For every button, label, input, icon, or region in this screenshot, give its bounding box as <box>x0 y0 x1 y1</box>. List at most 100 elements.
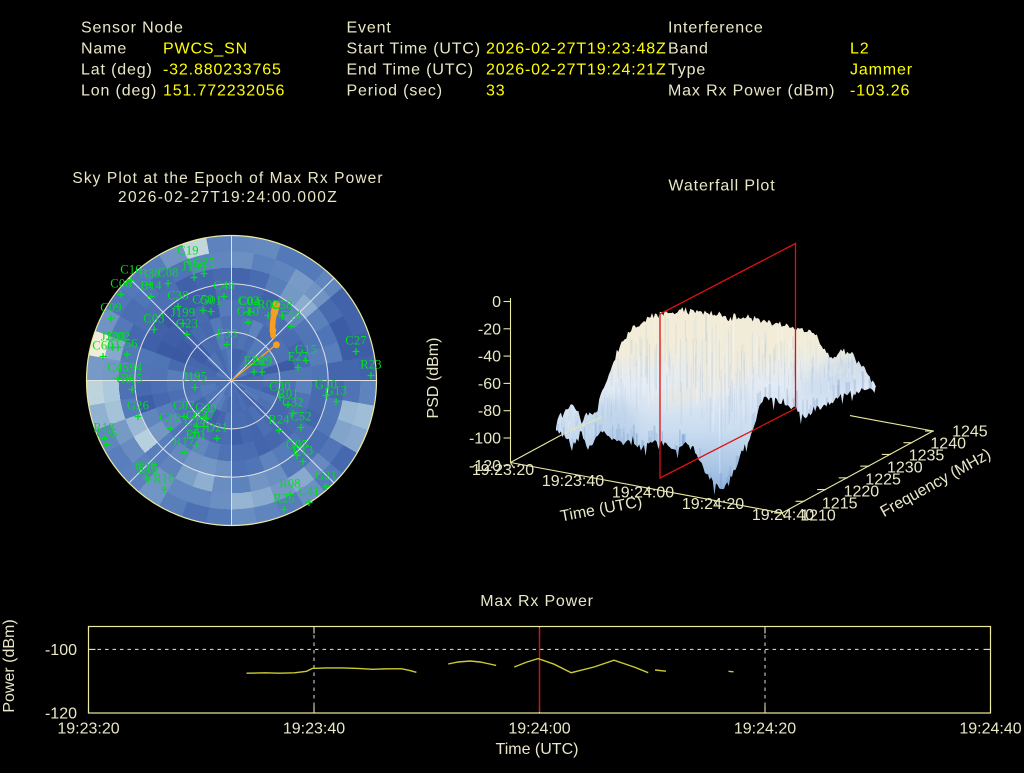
svg-text:Jammer: Jammer <box>850 62 913 79</box>
svg-text:-80: -80 <box>478 403 501 420</box>
svg-text:2026-02-27T19:24:00.000Z: 2026-02-27T19:24:00.000Z <box>118 189 338 206</box>
svg-text:E15: E15 <box>138 462 159 476</box>
svg-text:J200: J200 <box>101 330 125 344</box>
svg-text:1210: 1210 <box>800 508 836 525</box>
svg-text:151.772232056: 151.772232056 <box>163 83 285 100</box>
svg-text:Interference: Interference <box>668 20 764 37</box>
svg-text:E27: E27 <box>288 350 309 364</box>
svg-text:G05: G05 <box>286 438 308 452</box>
svg-text:R08: R08 <box>279 477 300 491</box>
svg-text:G16: G16 <box>135 460 157 474</box>
svg-text:R17: R17 <box>173 435 194 449</box>
svg-text:C07: C07 <box>173 399 194 413</box>
svg-text:1240: 1240 <box>930 436 966 453</box>
svg-text:G13: G13 <box>325 384 347 398</box>
svg-text:J594: J594 <box>118 361 143 375</box>
svg-text:C09: C09 <box>100 301 121 315</box>
svg-text:-100: -100 <box>469 431 501 448</box>
svg-text:C40: C40 <box>195 401 216 415</box>
svg-text:1235: 1235 <box>909 448 945 465</box>
svg-text:1220: 1220 <box>844 484 880 501</box>
svg-text:G10: G10 <box>315 378 337 392</box>
svg-text:Time (UTC): Time (UTC) <box>496 741 579 758</box>
svg-text:C60: C60 <box>92 339 113 353</box>
svg-text:19:24:00: 19:24:00 <box>612 485 674 502</box>
svg-text:E01: E01 <box>186 428 207 442</box>
svg-text:-103.26: -103.26 <box>850 83 910 100</box>
svg-text:1215: 1215 <box>822 496 858 513</box>
svg-text:Lat (deg): Lat (deg) <box>81 62 153 79</box>
svg-text:C50: C50 <box>192 293 213 307</box>
svg-text:C35: C35 <box>96 427 117 441</box>
svg-text:2026-02-27T19:23:48Z: 2026-02-27T19:23:48Z <box>486 41 667 58</box>
svg-text:C56: C56 <box>116 337 137 351</box>
svg-text:End Time (UTC): End Time (UTC) <box>347 62 474 79</box>
svg-text:Max Rx Power: Max Rx Power <box>480 593 594 610</box>
svg-text:G15: G15 <box>295 343 317 357</box>
svg-text:-120: -120 <box>469 458 501 475</box>
svg-text:R02: R02 <box>257 298 278 312</box>
svg-text:19:23:40: 19:23:40 <box>283 720 345 737</box>
svg-text:-60: -60 <box>478 376 501 393</box>
svg-text:19:24:20: 19:24:20 <box>734 720 796 737</box>
svg-text:J195: J195 <box>183 370 207 384</box>
svg-text:C58: C58 <box>271 298 292 312</box>
svg-text:C16: C16 <box>120 263 141 277</box>
svg-text:G26: G26 <box>127 399 149 413</box>
svg-text:E33: E33 <box>217 327 238 341</box>
svg-text:R23: R23 <box>360 358 381 372</box>
svg-text:Lon (deg): Lon (deg) <box>81 83 157 100</box>
svg-text:1230: 1230 <box>887 460 923 477</box>
svg-text:R18: R18 <box>93 421 114 435</box>
svg-text:C03: C03 <box>143 312 164 326</box>
svg-text:1225: 1225 <box>865 472 901 489</box>
svg-text:C32: C32 <box>282 396 303 410</box>
svg-text:19:24:00: 19:24:00 <box>508 720 570 737</box>
svg-text:G01: G01 <box>200 294 222 308</box>
svg-text:C48: C48 <box>213 279 234 293</box>
svg-text:C30: C30 <box>269 380 290 394</box>
svg-text:19:23:40: 19:23:40 <box>542 473 604 490</box>
svg-text:B14: B14 <box>140 279 162 293</box>
svg-text:E14: E14 <box>281 309 302 323</box>
svg-text:-100: -100 <box>45 642 77 659</box>
svg-text:C04: C04 <box>239 294 261 308</box>
svg-text:C24: C24 <box>184 415 206 429</box>
svg-text:R26: R26 <box>273 492 294 506</box>
svg-text:C45: C45 <box>107 361 128 375</box>
svg-text:C10: C10 <box>159 411 180 425</box>
svg-text:PWCS_SN: PWCS_SN <box>163 41 248 58</box>
svg-text:Waterfall Plot: Waterfall Plot <box>668 178 775 195</box>
svg-text:C02: C02 <box>238 294 259 308</box>
svg-text:Sensor Node: Sensor Node <box>81 20 184 37</box>
svg-text:G37: G37 <box>186 409 208 423</box>
svg-text:C08: C08 <box>157 266 178 280</box>
svg-text:D21: D21 <box>206 421 228 435</box>
svg-text:Power (dBm): Power (dBm) <box>1 619 18 712</box>
svg-text:R24: R24 <box>268 413 290 427</box>
svg-text:C27: C27 <box>345 334 366 348</box>
svg-text:19:24:40: 19:24:40 <box>959 720 1021 737</box>
svg-text:Event: Event <box>347 20 392 37</box>
svg-text:19:23:20: 19:23:20 <box>57 720 119 737</box>
svg-text:19:23:20: 19:23:20 <box>472 462 534 479</box>
svg-text:0: 0 <box>492 294 501 311</box>
svg-text:Period (sec): Period (sec) <box>347 83 443 100</box>
svg-text:G21: G21 <box>315 469 337 483</box>
svg-text:33: 33 <box>486 83 506 100</box>
svg-text:-40: -40 <box>478 349 501 366</box>
svg-text:Sky Plot at the Epoch of Max R: Sky Plot at the Epoch of Max Rx Power <box>72 170 383 187</box>
svg-text:PSD (dBm): PSD (dBm) <box>425 338 442 419</box>
svg-text:C19: C19 <box>177 244 198 258</box>
svg-text:19:24:20: 19:24:20 <box>682 496 744 513</box>
svg-text:1245: 1245 <box>952 424 988 441</box>
svg-text:Max Rx Power (dBm): Max Rx Power (dBm) <box>668 83 835 100</box>
svg-text:R16: R16 <box>153 472 174 486</box>
svg-text:J199: J199 <box>171 306 195 320</box>
svg-text:-20: -20 <box>478 321 501 338</box>
svg-text:19:24:40: 19:24:40 <box>752 507 814 524</box>
svg-text:2026-02-27T19:24:21Z: 2026-02-27T19:24:21Z <box>486 62 667 79</box>
svg-text:C41: C41 <box>298 485 319 499</box>
svg-text:C38: C38 <box>167 289 188 303</box>
svg-text:Start Time (UTC): Start Time (UTC) <box>347 41 482 58</box>
